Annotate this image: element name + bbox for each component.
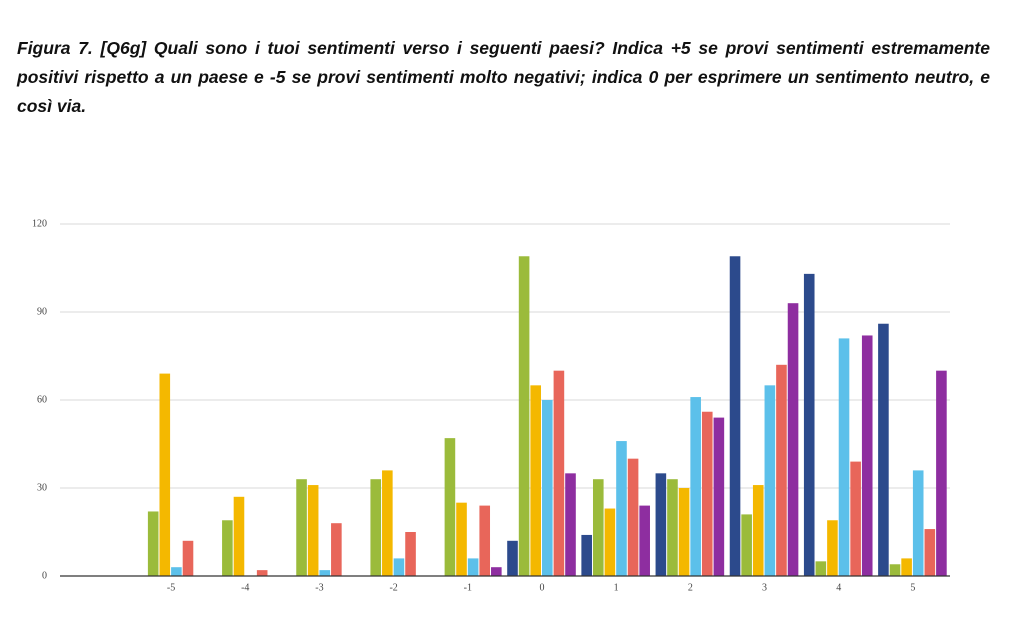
bar	[604, 508, 616, 576]
bar	[655, 473, 667, 576]
bar	[319, 570, 331, 576]
bar	[370, 479, 382, 576]
bar	[701, 411, 713, 576]
bar	[233, 496, 245, 576]
bar	[713, 417, 725, 576]
bar	[307, 485, 319, 576]
bar	[222, 520, 233, 576]
bar	[456, 502, 467, 576]
bar	[256, 570, 268, 576]
x-tick-label: 2	[688, 582, 693, 593]
bar	[616, 441, 627, 576]
bar	[444, 438, 456, 576]
bar	[787, 303, 799, 576]
y-tick-label: 90	[37, 306, 47, 317]
x-tick-label: 1	[614, 582, 619, 593]
bar	[815, 561, 827, 576]
bar	[678, 488, 690, 576]
bar	[382, 470, 393, 576]
y-tick-label: 30	[37, 482, 47, 493]
bar	[889, 564, 901, 576]
bar	[776, 364, 787, 576]
bar	[147, 511, 159, 576]
bar	[861, 335, 873, 576]
bar	[752, 485, 764, 576]
x-tick-label: -2	[389, 582, 397, 593]
y-tick-label: 0	[42, 570, 47, 581]
bar	[331, 523, 342, 576]
bar	[667, 479, 678, 576]
bar	[764, 385, 776, 576]
bar	[581, 534, 592, 576]
bar	[639, 505, 650, 576]
x-tick-label: 5	[910, 582, 915, 593]
y-tick-label: 120	[32, 218, 47, 229]
x-tick-label: -3	[315, 582, 323, 593]
bar	[690, 397, 701, 576]
bar	[159, 373, 171, 576]
bar	[565, 473, 576, 576]
y-tick-label: 60	[37, 394, 47, 405]
bar	[803, 273, 815, 576]
bar	[542, 400, 553, 576]
bar	[901, 558, 912, 576]
x-tick-label: 4	[836, 582, 841, 593]
bar	[924, 529, 936, 576]
bar	[838, 338, 850, 576]
bar	[491, 567, 502, 576]
bar	[827, 520, 838, 576]
bar	[296, 479, 307, 576]
bar	[182, 540, 194, 576]
bar	[467, 558, 479, 576]
chart-title: Figura 7. [Q6g] Quali sono i tuoi sentim…	[17, 38, 990, 116]
bar	[479, 505, 491, 576]
x-tick-label: -1	[464, 582, 472, 593]
bar	[507, 540, 518, 576]
bar	[518, 256, 530, 576]
bar	[530, 385, 541, 576]
x-tick-label: 3	[762, 582, 767, 593]
bar	[393, 558, 405, 576]
x-tick-label: -5	[167, 582, 175, 593]
bar	[405, 532, 416, 576]
bar	[912, 470, 924, 576]
x-tick-label: -4	[241, 582, 249, 593]
x-tick-label: 0	[540, 582, 545, 593]
bar	[729, 256, 741, 576]
bar	[592, 479, 604, 576]
bar	[553, 370, 565, 576]
bar	[936, 370, 947, 576]
bar	[741, 514, 752, 576]
bar	[627, 458, 639, 576]
bar	[878, 323, 889, 576]
bar	[171, 567, 182, 576]
bar	[850, 461, 861, 576]
